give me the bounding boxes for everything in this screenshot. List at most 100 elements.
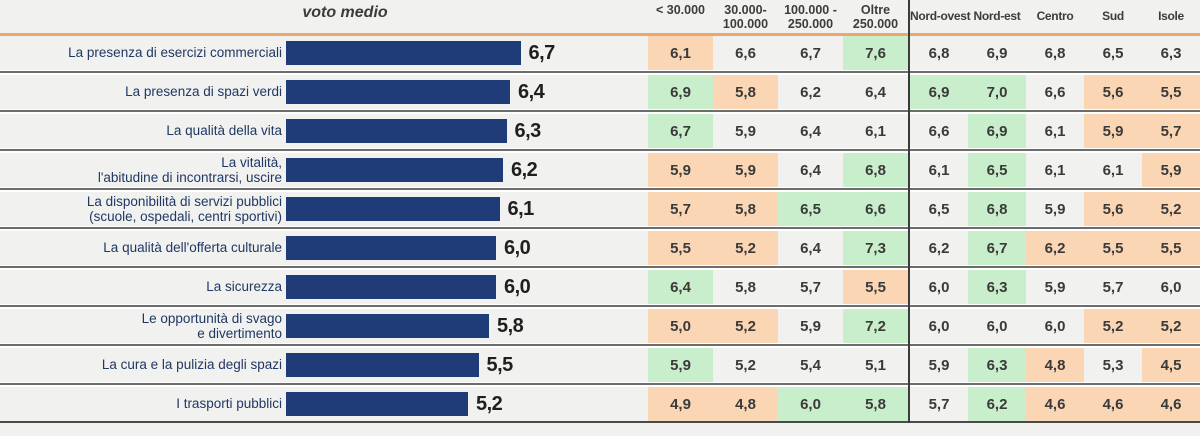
region-column-header: Centro: [1036, 8, 1074, 23]
value-bar: [286, 197, 500, 221]
table-cell: 6,6: [843, 192, 908, 226]
table-cell: 5,9: [800, 317, 821, 335]
table-cell: 5,5: [1142, 75, 1200, 109]
row-separator: [0, 265, 1200, 270]
table-cell: 4,5: [1142, 348, 1200, 382]
row-label-line: I trasporti pubblici: [176, 396, 282, 412]
table-cell: 6,3: [1160, 44, 1182, 62]
table-cell: 5,2: [1142, 309, 1200, 343]
table-cell: 6,1: [928, 161, 950, 179]
table-cell: 5,2: [1084, 309, 1142, 343]
table-cell: 5,7: [928, 395, 950, 413]
table-cell: 5,9: [1142, 153, 1200, 187]
table-cell: 5,2: [735, 356, 756, 374]
size-column-header: Oltre 250.000: [852, 2, 899, 31]
table-cell: 5,9: [1044, 200, 1066, 218]
table-cell: 6,7: [800, 44, 821, 62]
table-cell: 5,9: [928, 356, 950, 374]
row-separator: [0, 109, 1200, 114]
table-cell: 6,9: [648, 75, 713, 109]
table-cell: 6,7: [968, 231, 1026, 265]
table-cell: 6,0: [1044, 317, 1066, 335]
table-cell: 5,5: [648, 231, 713, 265]
table-cell: 5,5: [1084, 231, 1142, 265]
row-label-line: La qualità dell'offerta culturale: [103, 240, 282, 256]
size-column-header: < 30.000: [655, 2, 705, 17]
table-cell: 5,9: [1044, 278, 1066, 296]
table-cell: 6,2: [800, 83, 821, 101]
table-cell: 6,1: [648, 36, 713, 70]
table-cell: 6,1: [1102, 161, 1124, 179]
table-cell: 6,5: [778, 192, 843, 226]
table-cell: 6,4: [800, 239, 821, 257]
size-column-headers: < 30.000 30.000- 100.000 100.000 - 250.000…: [648, 3, 908, 31]
row-label-line: Le opportunità di svago: [141, 310, 282, 326]
header-left-area: voto medio: [0, 0, 648, 33]
table-cell: 6,4: [800, 122, 821, 140]
row-separator: [0, 187, 1200, 192]
table-cell: 4,6: [1142, 387, 1200, 421]
table-cell: 5,2: [1142, 192, 1200, 226]
table-cell: 5,9: [1084, 114, 1142, 148]
table-cell: 5,2: [713, 309, 778, 343]
table-cell: 6,1: [865, 122, 886, 140]
row-label: Le opportunità di svago e divertimento: [0, 309, 286, 343]
table-cell: 5,7: [1142, 114, 1200, 148]
table-cell: 6,1: [1044, 122, 1066, 140]
region-column-header: Nord-est: [973, 8, 1021, 23]
table-cell: 5,8: [713, 75, 778, 109]
value-bar: [286, 392, 468, 416]
bar-cell: 6,0: [286, 231, 648, 265]
value-bar: [286, 275, 496, 299]
row-label-line: La qualità della vita: [166, 123, 282, 139]
row-separator: [0, 304, 1200, 309]
region-column-header: Nord-ovest: [910, 8, 971, 23]
bar-cell: 5,2: [286, 387, 648, 421]
table-cell: 6,2: [968, 387, 1026, 421]
table-cell: 5,1: [865, 356, 886, 374]
row-label: La qualità dell'offerta culturale: [0, 231, 286, 265]
table-cell: 5,2: [713, 231, 778, 265]
table-cell: 6,6: [735, 44, 756, 62]
table-cell: 6,9: [968, 114, 1026, 148]
table-cell: 5,9: [713, 153, 778, 187]
table-cell: 5,9: [648, 348, 713, 382]
table-cell: 6,1: [1044, 161, 1066, 179]
table-cell: 6,4: [800, 161, 821, 179]
table-cell: 5,5: [843, 270, 908, 304]
value-bar: [286, 236, 496, 260]
size-column-header: 100.000 - 250.000: [784, 2, 837, 31]
table-cell: 6,9: [986, 44, 1008, 62]
bar-value-label: 6,1: [507, 197, 535, 220]
table-cell: 6,7: [648, 114, 713, 148]
bar-value-label: 5,2: [476, 392, 503, 415]
value-bar: [286, 314, 489, 338]
bottom-border: [0, 421, 1200, 423]
table-cell: 5,6: [1084, 192, 1142, 226]
table-header: voto medio < 30.000 30.000- 100.000 100.00…: [0, 0, 1200, 33]
table-cell: 5,5: [1142, 231, 1200, 265]
region-column-header: Sud: [1102, 8, 1124, 23]
table-cell: 6,8: [928, 44, 950, 62]
region-column-header: Isole: [1158, 8, 1184, 23]
row-label: La sicurezza: [0, 270, 286, 304]
bar-value-label: 6,2: [511, 158, 538, 181]
value-bar: [286, 158, 503, 182]
row-label: La presenza di esercizi commerciali: [0, 36, 286, 70]
bar-cell: 6,3: [286, 114, 648, 148]
table-cell: 5,0: [648, 309, 713, 343]
table-cell: 6,2: [1026, 231, 1084, 265]
row-separator: [0, 148, 1200, 153]
bar-cell: 6,4: [286, 75, 648, 109]
group-divider-line: [908, 0, 910, 423]
bar-cell: 6,7: [286, 36, 648, 70]
table-cell: 6,4: [865, 83, 886, 101]
table-cell: 6,9: [910, 75, 968, 109]
value-bar: [286, 353, 479, 377]
table-row: La presenza di spazi verdi 6,4 6,9 5,8 6,2 6,…: [0, 75, 1200, 109]
row-label-line: La presenza di spazi verdi: [125, 84, 282, 100]
table-cell: 5,3: [1102, 356, 1124, 374]
row-label: La qualità della vita: [0, 114, 286, 148]
table-cell: 5,9: [648, 153, 713, 187]
